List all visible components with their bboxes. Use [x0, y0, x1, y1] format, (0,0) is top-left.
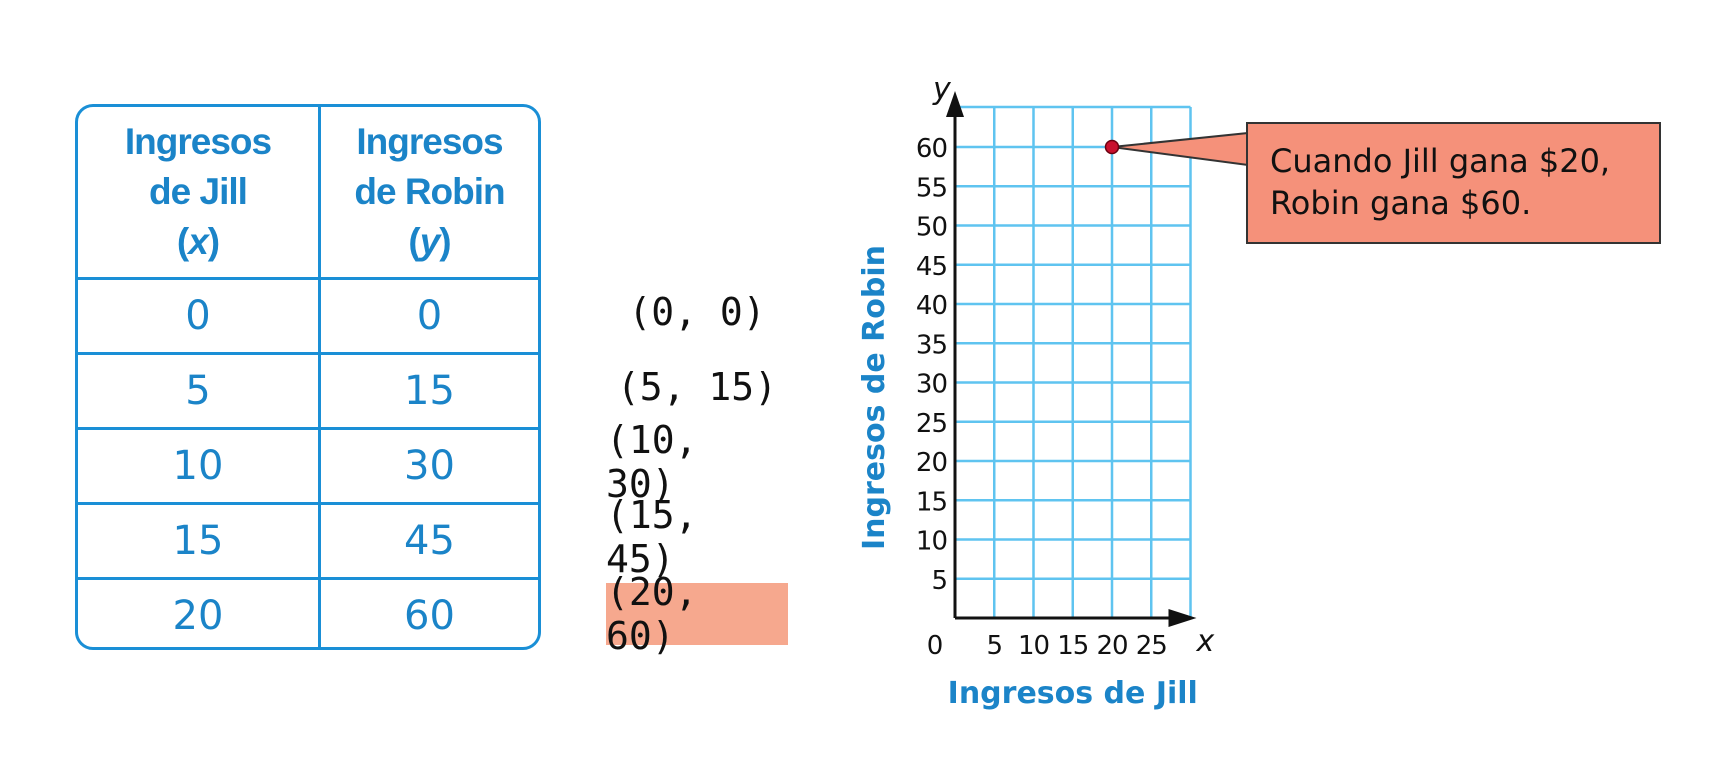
y-tick-label: 40 [916, 291, 947, 321]
header-jill-var-letter: x [188, 221, 209, 262]
x-tick-label: 25 [1136, 631, 1167, 661]
x-tick-label: 20 [1096, 631, 1127, 661]
table-cell-robin: 0 [416, 293, 443, 339]
table-cell-robin: 45 [404, 518, 455, 564]
ordered-pair: (5, 15) [616, 365, 778, 409]
callout-pointer [1111, 131, 1249, 167]
table-row-divider [78, 277, 538, 280]
y-tick-label: 60 [916, 134, 947, 164]
origin-label: 0 [927, 631, 944, 661]
x-axis-letter: x [1196, 624, 1215, 659]
table-cell-robin: 30 [404, 443, 455, 489]
ordered-pair-highlighted: (20, 60) [606, 570, 788, 658]
y-tick-label: 10 [916, 527, 947, 557]
header-robin-var: (y) [408, 221, 451, 262]
table-cell-jill: 0 [185, 293, 211, 339]
table-row-divider [78, 502, 538, 505]
table-row-divider [78, 427, 538, 430]
data-point [1104, 139, 1120, 155]
header-jill-var: (x) [176, 221, 220, 262]
y-axis-arrow [946, 91, 964, 117]
x-axis-arrow [1168, 609, 1197, 627]
table-header-jill: Ingresos de Jill (x) [78, 107, 318, 277]
x-tick-label: 10 [1018, 631, 1049, 661]
y-tick-label: 45 [916, 252, 947, 282]
callout-box: Cuando Jill gana $20, Robin gana $60. [1246, 122, 1661, 244]
y-tick-label: 25 [916, 409, 947, 439]
x-axis-title: Ingresos de Jill [948, 676, 1198, 711]
table-column-divider [318, 107, 321, 647]
table-cell-jill: 20 [172, 593, 224, 639]
y-tick-label: 35 [916, 330, 947, 360]
table-row-divider [78, 352, 538, 355]
ordered-pair: (0, 0) [628, 290, 766, 334]
table-cell-robin: 60 [404, 593, 455, 639]
y-tick-label: 15 [916, 487, 947, 517]
y-tick-label: 50 [916, 213, 947, 243]
income-table: Ingresos de Jill (x) Ingresos de Robin (… [75, 104, 541, 650]
header-robin-line1: Ingresos [356, 121, 503, 162]
y-tick-label: 55 [916, 173, 947, 203]
x-tick-label: 15 [1057, 631, 1088, 661]
header-robin-line2: de Robin [354, 171, 505, 212]
callout-line2: Robin gana $60. [1270, 184, 1532, 222]
x-tick-label: 5 [986, 631, 1002, 661]
table-cell-jill: 5 [185, 368, 211, 414]
y-axis-title: Ingresos de Robin [857, 245, 892, 550]
table-cell-jill: 10 [172, 443, 224, 489]
y-tick-label: 30 [916, 370, 947, 400]
header-jill-line1: Ingresos [124, 121, 272, 162]
table-cell-robin: 15 [404, 368, 455, 414]
y-axis-letter: y [932, 72, 952, 107]
callout-line1: Cuando Jill gana $20, [1270, 142, 1611, 180]
y-tick-label: 5 [931, 566, 947, 596]
table-row-divider [78, 577, 538, 580]
table-header-robin: Ingresos de Robin (y) [321, 107, 538, 277]
header-jill-line2: de Jill [149, 171, 248, 212]
header-robin-var-letter: y [419, 221, 441, 262]
y-tick-label: 20 [916, 448, 947, 478]
table-cell-jill: 15 [172, 518, 224, 564]
